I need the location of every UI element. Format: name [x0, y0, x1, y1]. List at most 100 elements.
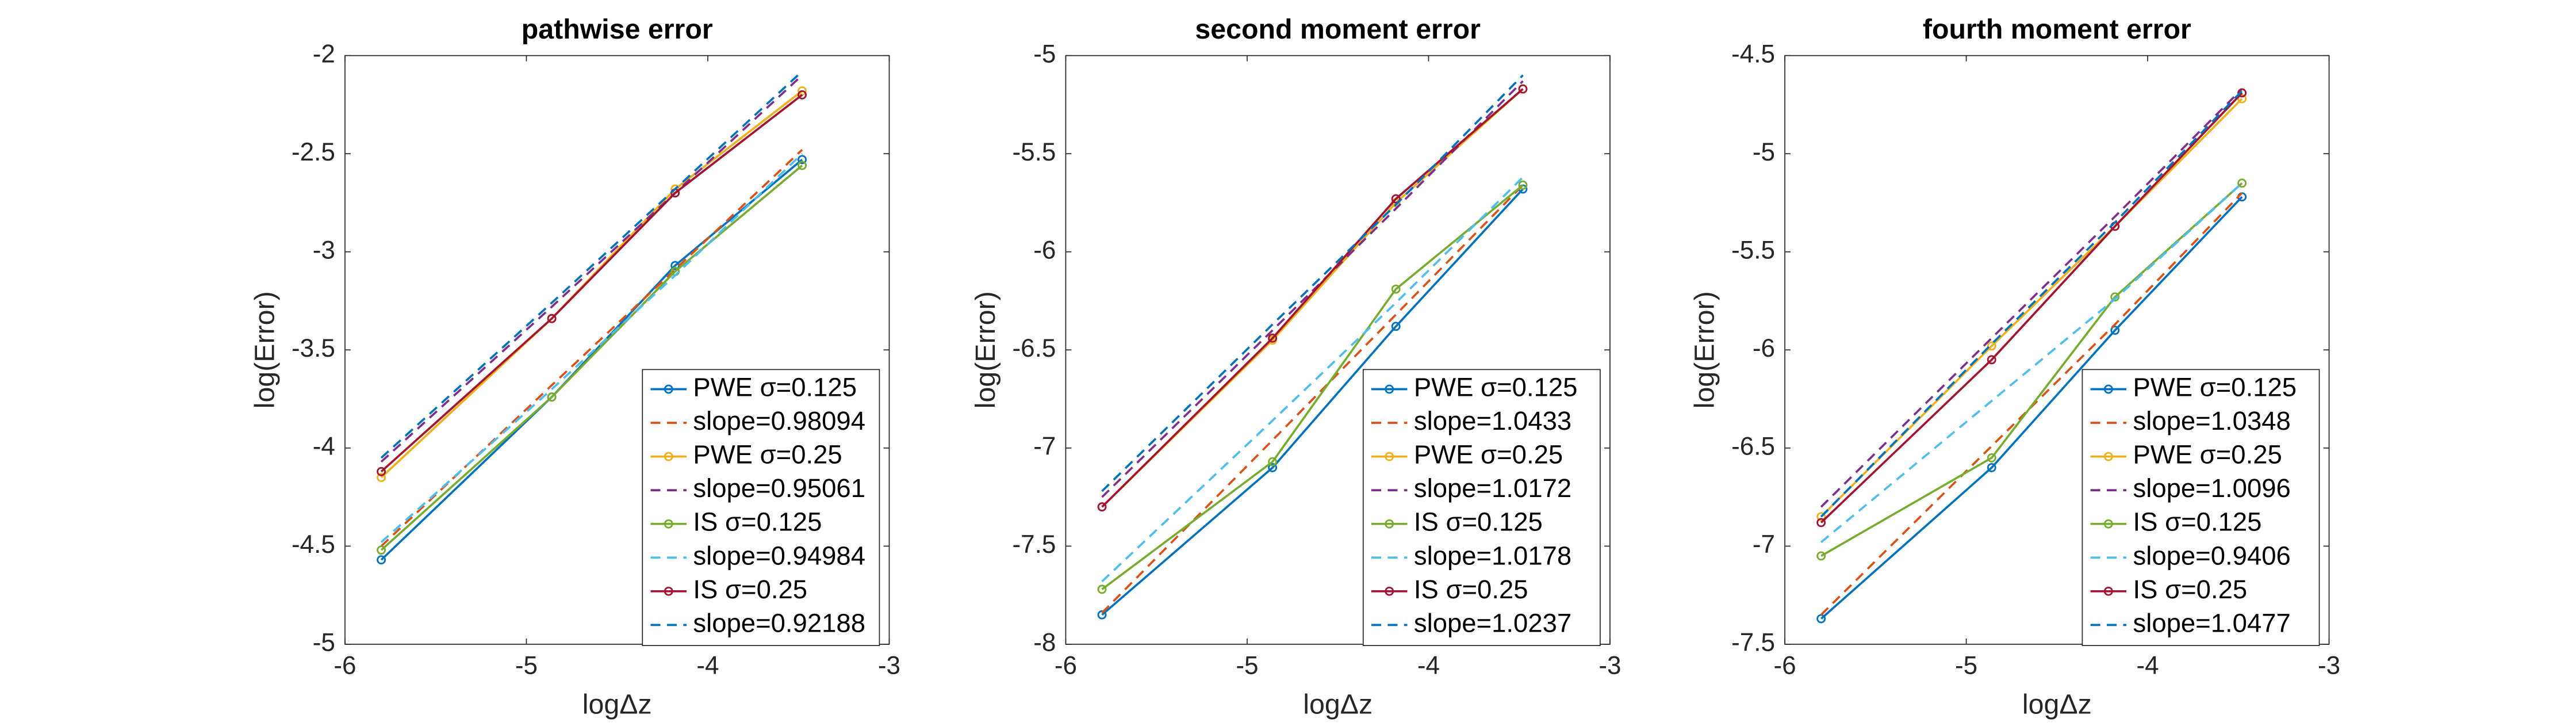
- y-tick-label: -5: [313, 629, 335, 657]
- chart-title: second moment error: [1195, 14, 1481, 45]
- data-point: [798, 155, 807, 165]
- data-point: [1097, 610, 1107, 620]
- y-tick-label: -6.5: [1012, 334, 1056, 362]
- legend-label: PWE σ=0.25: [2133, 440, 2282, 469]
- data-point: [1268, 333, 1278, 343]
- legend-marker: [664, 384, 673, 394]
- data-point: [2237, 178, 2247, 188]
- y-axis-label: log(Error): [1689, 291, 1720, 408]
- legend-marker: [2103, 452, 2113, 461]
- data-point: [1391, 284, 1401, 294]
- legend-label: IS σ=0.25: [1414, 575, 1528, 604]
- series-line: [380, 152, 803, 543]
- data-point: [2237, 88, 2247, 98]
- data-point: [2110, 326, 2120, 335]
- x-tick-label: -3: [2318, 651, 2340, 679]
- data-point: [1816, 551, 1826, 561]
- legend-label: slope=1.0172: [1414, 473, 1571, 503]
- legend-label: slope=1.0348: [2133, 406, 2290, 435]
- series-line: [1101, 184, 1524, 590]
- chart-title: fourth moment error: [1923, 14, 2191, 45]
- series-line: [380, 94, 803, 473]
- legend-marker: [664, 519, 673, 529]
- data-point: [547, 314, 557, 323]
- data-point: [1816, 518, 1826, 528]
- x-axis-label: logΔz: [1303, 689, 1373, 720]
- legend-marker: [2103, 586, 2113, 596]
- legend-label: IS σ=0.125: [1414, 507, 1543, 537]
- data-point: [547, 392, 557, 402]
- y-tick-label: -7: [1753, 530, 1775, 559]
- x-tick-label: -6: [1773, 651, 1796, 679]
- y-tick-label: -5: [1753, 138, 1775, 166]
- axes-box: [1784, 55, 2330, 645]
- series-line: [1820, 92, 2243, 524]
- legend-label: slope=0.95061: [693, 473, 865, 503]
- legend-label: PWE σ=0.125: [2133, 372, 2297, 402]
- series-line: [1101, 80, 1524, 498]
- y-tick-label: -2.5: [292, 138, 335, 166]
- x-tick-label: -3: [878, 651, 900, 679]
- y-tick-label: -3.5: [292, 334, 335, 362]
- data-point: [798, 90, 807, 100]
- legend-label: PWE σ=0.125: [693, 372, 857, 402]
- data-point: [1518, 180, 1528, 190]
- legend-label: slope=1.0178: [1414, 541, 1571, 570]
- series-line: [380, 74, 803, 463]
- series-line: [1820, 196, 2243, 620]
- series-line: [1101, 88, 1524, 508]
- data-point: [1268, 457, 1278, 467]
- y-tick-label: -7.5: [1012, 530, 1056, 559]
- legend-label: PWE σ=0.25: [693, 440, 842, 469]
- data-point: [1987, 355, 1996, 365]
- x-tick-label: -4: [1417, 651, 1440, 679]
- legend-label: IS σ=0.25: [2133, 575, 2247, 604]
- series-line: [1820, 182, 2243, 557]
- data-point: [1391, 322, 1401, 331]
- legend-label: slope=1.0096: [2133, 473, 2290, 503]
- y-tick-label: -6: [1753, 334, 1775, 362]
- legend-label: PWE σ=0.125: [1414, 372, 1578, 402]
- y-tick-label: -7: [1033, 432, 1056, 460]
- y-tick-label: -4.5: [1731, 40, 1775, 68]
- series-line: [1101, 74, 1524, 492]
- legend-marker: [1385, 384, 1394, 394]
- data-point: [1816, 512, 1826, 522]
- legend-label: slope=1.0237: [1414, 608, 1571, 637]
- series-line: [1101, 176, 1524, 583]
- y-tick-label: -4: [313, 432, 335, 460]
- data-point: [377, 467, 386, 476]
- data-point: [1518, 84, 1528, 94]
- legend-marker: [1385, 519, 1394, 529]
- series-line: [1101, 188, 1524, 616]
- x-tick-label: -5: [1236, 651, 1258, 679]
- legend-label: IS σ=0.125: [2133, 507, 2261, 537]
- legend-label: slope=0.94984: [693, 541, 865, 570]
- x-tick-label: -5: [1955, 651, 1977, 679]
- y-tick-label: -5.5: [1731, 236, 1775, 264]
- legend-label: PWE σ=0.25: [1414, 440, 1563, 469]
- series-line: [1820, 88, 2243, 508]
- data-point: [2110, 292, 2120, 302]
- data-point: [1987, 453, 1996, 463]
- y-tick-label: -6: [1033, 236, 1056, 264]
- legend-label: IS σ=0.25: [693, 575, 807, 604]
- axes-box: [344, 55, 890, 645]
- x-axis-label: logΔz: [582, 689, 652, 720]
- data-point: [798, 86, 807, 95]
- series-line: [1820, 90, 2243, 518]
- x-tick-label: -6: [1055, 651, 1077, 679]
- series-line: [380, 165, 803, 551]
- data-point: [1987, 341, 1996, 351]
- series-line: [380, 90, 803, 479]
- y-tick-label: -8: [1033, 629, 1056, 657]
- data-point: [1097, 584, 1107, 594]
- legend-label: slope=0.9406: [2133, 541, 2290, 570]
- y-tick-label: -4.5: [292, 530, 335, 559]
- legend-marker: [1385, 586, 1394, 596]
- x-tick-label: -4: [696, 651, 719, 679]
- x-tick-label: -3: [1598, 651, 1621, 679]
- legend-marker: [1385, 452, 1394, 461]
- y-tick-label: -3: [313, 236, 335, 264]
